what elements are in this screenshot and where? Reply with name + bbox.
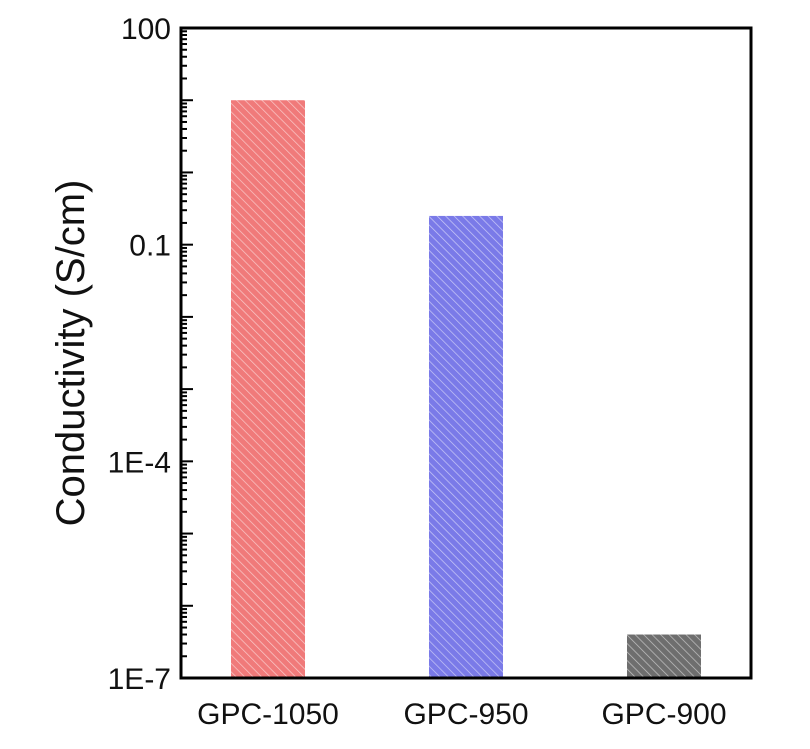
x-tick-label: GPC-950 <box>403 698 528 731</box>
y-tick-label: 100 <box>121 13 171 46</box>
y-axis-ticks <box>181 27 193 679</box>
y-tick-labels: 100 0.1 1E-4 1E-7 <box>108 13 171 696</box>
y-tick-label: 1E-7 <box>108 663 171 696</box>
x-tick-label: GPC-1050 <box>197 698 339 731</box>
x-tick-labels: GPC-1050 GPC-950 GPC-900 <box>197 698 726 731</box>
y-axis-title: Conductivity (S/cm) <box>49 180 93 527</box>
bar-gpc-950 <box>429 215 503 678</box>
bars-group <box>231 100 701 678</box>
plot-frame <box>179 26 753 680</box>
y-tick-label: 0.1 <box>129 230 171 263</box>
y-tick-label: 1E-4 <box>108 446 171 479</box>
bar-gpc-900 <box>627 634 701 678</box>
x-tick-label: GPC-900 <box>601 698 726 731</box>
bar-gpc-1050 <box>231 100 305 678</box>
